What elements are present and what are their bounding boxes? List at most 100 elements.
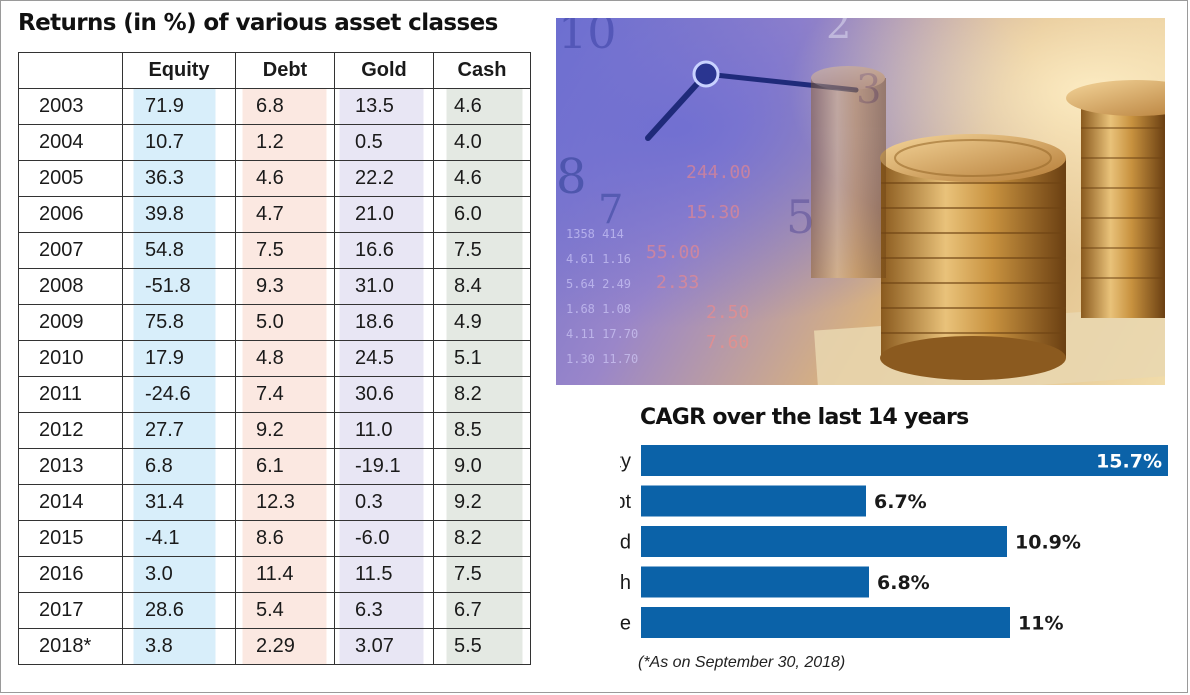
equity-cell: 28.6: [122, 592, 236, 629]
table-title: Returns (in %) of various asset classes: [18, 10, 498, 36]
table-row: 2008 -51.8 9.3 31.0 8.4: [18, 268, 531, 305]
debt-cell: 4.7: [235, 196, 335, 233]
table-row: 2015 -4.1 8.6 -6.0 8.2: [18, 520, 531, 557]
cagr-bar: [641, 607, 1010, 638]
category-label: Cash: [620, 572, 631, 594]
debt-cell: 2.29: [235, 628, 335, 665]
year-cell: 2008: [18, 268, 123, 305]
footnote: (*As on September 30, 2018): [638, 654, 846, 671]
gold-cell: 6.3: [334, 592, 434, 629]
equity-cell: 17.9: [122, 340, 236, 377]
table-row: 2012 27.7 9.2 11.0 8.5: [18, 412, 531, 449]
year-cell: 2016: [18, 556, 123, 593]
svg-text:5: 5: [786, 190, 815, 244]
cash-cell: 8.2: [433, 376, 531, 413]
cash-cell: 5.1: [433, 340, 531, 377]
equity-cell: 75.8: [122, 304, 236, 341]
svg-text:1358 414: 1358 414: [566, 227, 624, 241]
svg-text:244.00: 244.00: [686, 162, 751, 183]
equity-cell: 6.8: [122, 448, 236, 485]
category-label: Gold: [620, 532, 631, 554]
equity-cell: 36.3: [122, 160, 236, 197]
svg-text:4.61 1.16: 4.61 1.16: [566, 252, 631, 266]
year-cell: 2013: [18, 448, 123, 485]
gold-cell: 11.0: [334, 412, 434, 449]
debt-cell: 12.3: [235, 484, 335, 521]
gold-cell: -19.1: [334, 448, 434, 485]
gold-cell: 22.2: [334, 160, 434, 197]
gold-cell: 0.3: [334, 484, 434, 521]
gold-cell: -6.0: [334, 520, 434, 557]
gold-cell: 11.5: [334, 556, 434, 593]
equity-cell: -51.8: [122, 268, 236, 305]
debt-cell: 6.1: [235, 448, 335, 485]
debt-cell: 9.3: [235, 268, 335, 305]
svg-text:5.64 2.49: 5.64 2.49: [566, 277, 631, 291]
year-cell: 2012: [18, 412, 123, 449]
table-row: 2003 71.9 6.8 13.5 4.6: [18, 88, 531, 125]
table-row: 2005 36.3 4.6 22.2 4.6: [18, 160, 531, 197]
table-header-row: Equity Debt Gold Cash: [18, 52, 531, 89]
header-cash: Cash: [433, 52, 531, 89]
equity-cell: 39.8: [122, 196, 236, 233]
equity-cell: 31.4: [122, 484, 236, 521]
equity-cell: 3.8: [122, 628, 236, 665]
debt-cell: 9.2: [235, 412, 335, 449]
svg-text:1.30 11.70: 1.30 11.70: [566, 352, 638, 366]
table-row: 2016 3.0 11.4 11.5 7.5: [18, 556, 531, 593]
year-cell: 2014: [18, 484, 123, 521]
cash-cell: 4.0: [433, 124, 531, 161]
chart-title: CAGR over the last 14 years: [640, 405, 969, 430]
gold-cell: 3.07: [334, 628, 434, 665]
cagr-bar: [641, 485, 866, 517]
equity-cell: 54.8: [122, 232, 236, 269]
gold-cell: 13.5: [334, 88, 434, 125]
svg-text:8: 8: [556, 149, 587, 205]
year-cell: 2009: [18, 304, 123, 341]
gold-cell: 0.5: [334, 124, 434, 161]
cash-cell: 8.2: [433, 520, 531, 557]
returns-table: Equity Debt Gold Cash 2003 71.9 6.8 13.5 4.6…: [18, 52, 531, 665]
svg-text:7.60: 7.60: [706, 332, 749, 353]
value-label: 6.7%: [874, 491, 927, 513]
value-label: 6.8%: [877, 572, 930, 594]
category-label: Equity: [620, 451, 631, 473]
year-cell: 2003: [18, 88, 123, 125]
cagr-bar: [641, 445, 1168, 476]
cash-cell: 8.5: [433, 412, 531, 449]
debt-cell: 1.2: [235, 124, 335, 161]
table-row: 2010 17.9 4.8 24.5 5.1: [18, 340, 531, 377]
cash-cell: 7.5: [433, 556, 531, 593]
svg-text:55.00: 55.00: [646, 242, 700, 263]
cash-cell: 5.5: [433, 628, 531, 665]
table-body: 2003 71.9 6.8 13.5 4.6 2004 10.7 1.2 0.5 4.0 2005 3…: [18, 88, 531, 665]
category-label: Debt: [620, 491, 631, 513]
cagr-bar: [641, 566, 869, 598]
debt-cell: 11.4: [235, 556, 335, 593]
svg-text:10: 10: [558, 18, 617, 59]
gold-cell: 18.6: [334, 304, 434, 341]
cash-cell: 4.9: [433, 304, 531, 341]
debt-cell: 7.5: [235, 232, 335, 269]
cash-cell: 6.0: [433, 196, 531, 233]
table-row: 2018* 3.8 2.29 3.07 5.5: [18, 628, 531, 665]
svg-text:2: 2: [826, 18, 851, 48]
gold-cell: 31.0: [334, 268, 434, 305]
debt-cell: 5.0: [235, 304, 335, 341]
cash-cell: 9.2: [433, 484, 531, 521]
debt-cell: 5.4: [235, 592, 335, 629]
equity-cell: -24.6: [122, 376, 236, 413]
svg-text:15.30: 15.30: [686, 202, 740, 223]
table-row: 2007 54.8 7.5 16.6 7.5: [18, 232, 531, 269]
year-cell: 2018*: [18, 628, 123, 665]
svg-text:2.50: 2.50: [706, 302, 749, 323]
value-label: 11%: [1018, 613, 1063, 635]
debt-cell: 4.6: [235, 160, 335, 197]
cagr-bar-chart: Equity 15.7% Debt 6.7% Gold 10.9% Cash 6.8% Aver…: [620, 445, 1168, 638]
cagr-bar: [641, 526, 1007, 557]
equity-cell: -4.1: [122, 520, 236, 557]
gold-cell: 24.5: [334, 340, 434, 377]
cash-cell: 8.4: [433, 268, 531, 305]
equity-cell: 27.7: [122, 412, 236, 449]
